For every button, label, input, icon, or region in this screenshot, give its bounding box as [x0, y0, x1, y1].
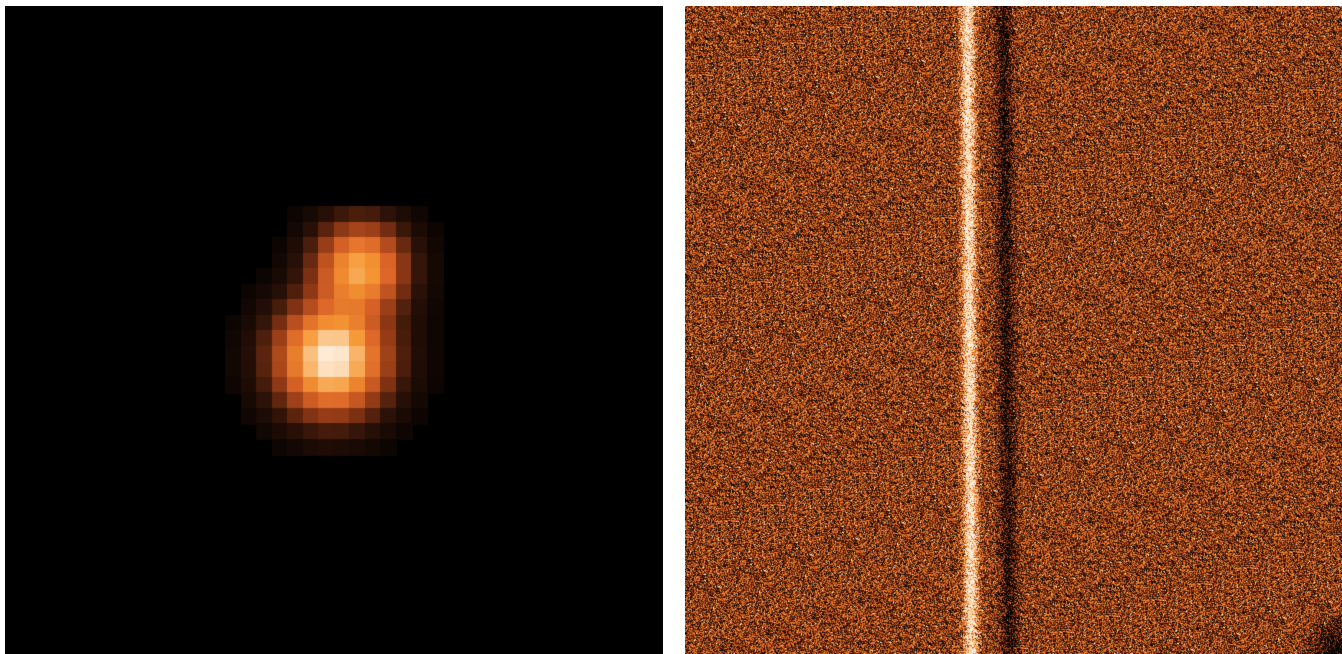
- binary-star-image: [5, 6, 663, 654]
- spectrum-trace-image: [685, 6, 1342, 654]
- spectrum-trace-image-panel: [685, 6, 1342, 654]
- binary-star-image-panel: [5, 6, 663, 654]
